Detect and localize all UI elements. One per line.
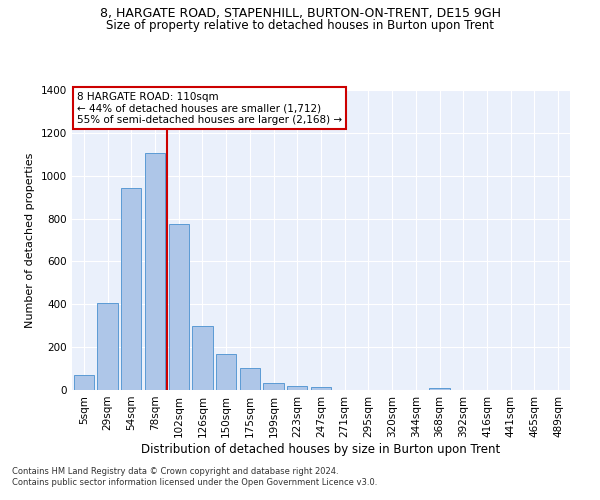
Bar [287, 386, 307, 390]
Bar [263, 382, 284, 390]
Bar [169, 224, 189, 390]
Bar [193, 326, 212, 390]
X-axis label: Distribution of detached houses by size in Burton upon Trent: Distribution of detached houses by size … [142, 442, 500, 456]
Bar [74, 375, 94, 390]
Text: 8, HARGATE ROAD, STAPENHILL, BURTON-ON-TRENT, DE15 9GH: 8, HARGATE ROAD, STAPENHILL, BURTON-ON-T… [100, 8, 500, 20]
Text: Size of property relative to detached houses in Burton upon Trent: Size of property relative to detached ho… [106, 19, 494, 32]
Bar [240, 368, 260, 390]
Bar [121, 188, 142, 390]
Text: Contains HM Land Registry data © Crown copyright and database right 2024.: Contains HM Land Registry data © Crown c… [12, 467, 338, 476]
Bar [145, 153, 165, 390]
Text: Contains public sector information licensed under the Open Government Licence v3: Contains public sector information licen… [12, 478, 377, 487]
Y-axis label: Number of detached properties: Number of detached properties [25, 152, 35, 328]
Bar [97, 303, 118, 390]
Bar [216, 354, 236, 390]
Bar [311, 387, 331, 390]
Text: 8 HARGATE ROAD: 110sqm
← 44% of detached houses are smaller (1,712)
55% of semi-: 8 HARGATE ROAD: 110sqm ← 44% of detached… [77, 92, 342, 124]
Bar [430, 388, 449, 390]
